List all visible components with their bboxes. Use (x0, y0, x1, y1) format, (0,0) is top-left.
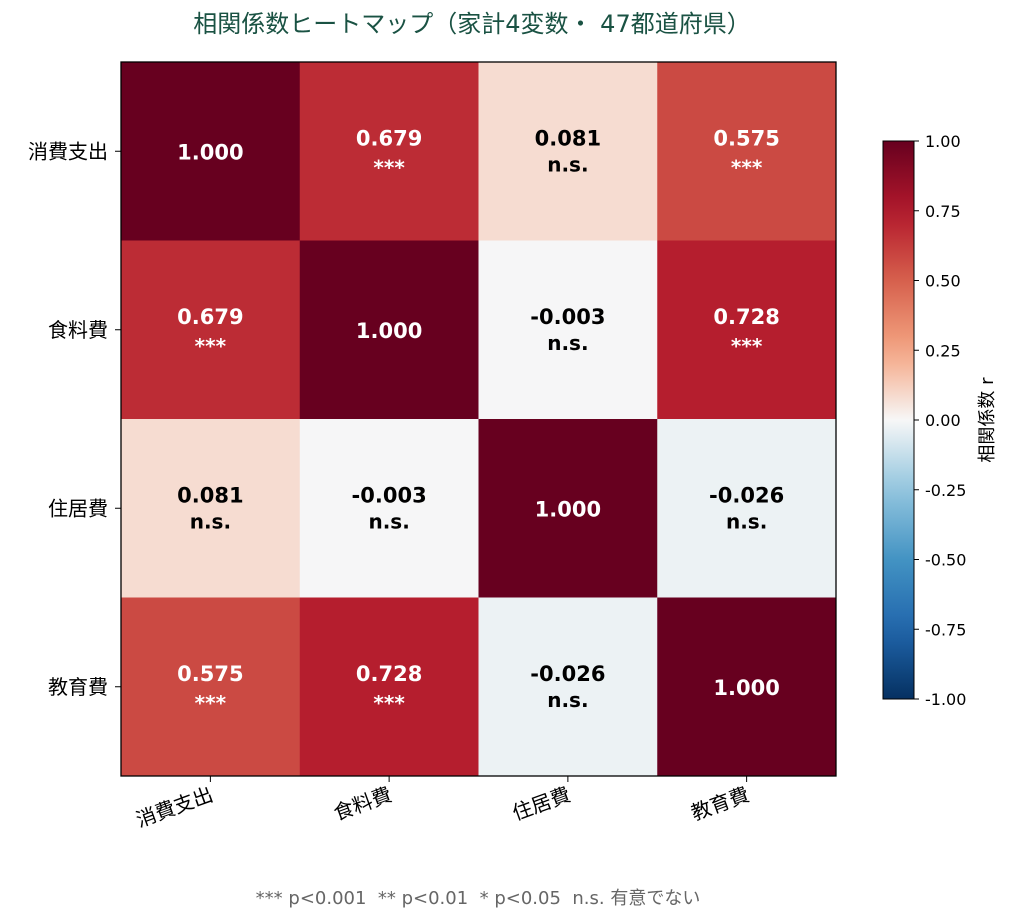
colorbar-tick-label-4: 0.00 (925, 411, 961, 430)
heatmap-cell-2-2 (478, 419, 658, 598)
cell-significance-label-3-1: *** (373, 691, 405, 715)
colorbar-tick-label-8: 1.00 (925, 132, 961, 151)
colorbar-label: 相関係数 r (977, 377, 998, 463)
colorbar-tick-label-7: 0.75 (925, 202, 961, 221)
cell-significance-label-2-0: n.s. (190, 509, 231, 533)
heatmap-cells (121, 62, 837, 777)
heatmap-cell-3-1 (299, 597, 479, 777)
cell-significance-label-3-0: *** (195, 691, 227, 715)
cell-value-label-2-0: 0.081 (177, 483, 243, 507)
cell-value-label-0-0: 1.000 (177, 140, 243, 164)
y-tick-label-1: 食料費 (48, 318, 108, 342)
cell-significance-label-2-3: n.s. (726, 509, 767, 533)
cell-value-label-2-1: -0.003 (352, 483, 427, 507)
cell-significance-label-1-3: *** (731, 334, 763, 358)
cell-significance-label-2-1: n.s. (368, 509, 409, 533)
heatmap-cell-3-3 (657, 597, 837, 777)
cell-value-label-1-2: -0.003 (530, 305, 605, 329)
colorbar-gradient (882, 140, 915, 700)
x-tick-label-0: 消費支出 (133, 782, 216, 832)
heatmap-cell-1-1 (299, 240, 479, 420)
cell-value-label-0-3: 0.575 (713, 126, 779, 150)
chart-title: 相関係数ヒートマップ（家計4変数・ 47都道府県） (193, 10, 750, 38)
heatmap-cell-labels: 1.0000.679***0.081n.s.0.575***0.679***1.… (177, 126, 784, 715)
heatmap-cell-1-2 (478, 240, 658, 420)
cell-value-label-2-2: 1.000 (535, 497, 601, 521)
heatmap-cell-3-0 (121, 597, 301, 777)
heatmap-cell-0-2 (478, 62, 658, 241)
x-tick-label-3: 教育費 (688, 782, 753, 825)
cell-value-label-0-2: 0.081 (535, 126, 601, 150)
x-axis: 消費支出 食料費 住居費 教育費 (133, 776, 753, 832)
colorbar-tick-label-5: 0.25 (925, 341, 961, 360)
x-tick-label-2: 住居費 (509, 782, 574, 825)
cell-significance-label-1-2: n.s. (547, 331, 588, 355)
cell-value-label-3-1: 0.728 (356, 662, 422, 686)
y-tick-label-3: 教育費 (48, 675, 108, 699)
heatmap-cell-0-1 (299, 62, 479, 241)
colorbar-tick-label-2: -0.50 (925, 551, 966, 570)
colorbar-tick-label-1: -0.75 (925, 620, 966, 639)
colorbar-tick-label-0: -1.00 (925, 690, 966, 709)
cell-significance-label-0-3: *** (731, 155, 763, 179)
heatmap-cell-1-3 (657, 240, 837, 420)
cell-value-label-3-2: -0.026 (530, 662, 605, 686)
heatmap-cell-0-0 (121, 62, 301, 241)
x-tick-label-1: 食料費 (330, 782, 395, 825)
y-tick-label-2: 住居費 (48, 496, 108, 520)
colorbar-tick-label-3: -0.25 (925, 481, 966, 500)
heatmap-cell-2-1 (299, 419, 479, 598)
heatmap-frame (120, 61, 837, 777)
colorbar-tick-label-6: 0.50 (925, 272, 961, 291)
cell-significance-label-0-1: *** (373, 155, 405, 179)
heatmap-cell-3-2 (478, 597, 658, 777)
colorbar: -1.00 -0.75 -0.50 -0.25 0.00 0.25 0.50 0.75 1.00… (882, 132, 998, 709)
heatmap-cell-0-3 (657, 62, 837, 241)
cell-value-label-3-3: 1.000 (713, 676, 779, 700)
cell-significance-label-1-0: *** (195, 334, 227, 358)
cell-value-label-2-3: -0.026 (709, 483, 784, 507)
cell-significance-label-3-2: n.s. (547, 688, 588, 712)
colorbar-ticks: -1.00 -0.75 -0.50 -0.25 0.00 0.25 0.50 0.75 1.00 (914, 132, 966, 709)
significance-footnote: *** p<0.001 ** p<0.01 * p<0.05 n.s. 有意でな… (256, 888, 701, 909)
cell-significance-label-0-2: n.s. (547, 152, 588, 176)
cell-value-label-1-3: 0.728 (713, 305, 779, 329)
heatmap-cell-2-0 (121, 419, 301, 598)
y-tick-label-0: 消費支出 (28, 139, 108, 163)
cell-value-label-0-1: 0.679 (356, 126, 422, 150)
heatmap-cell-1-0 (121, 240, 301, 420)
cell-value-label-3-0: 0.575 (177, 662, 243, 686)
cell-value-label-1-0: 0.679 (177, 305, 243, 329)
heatmap-cell-2-3 (657, 419, 837, 598)
cell-value-label-1-1: 1.000 (356, 319, 422, 343)
